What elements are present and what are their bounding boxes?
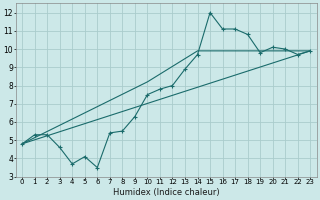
X-axis label: Humidex (Indice chaleur): Humidex (Indice chaleur) <box>113 188 220 197</box>
